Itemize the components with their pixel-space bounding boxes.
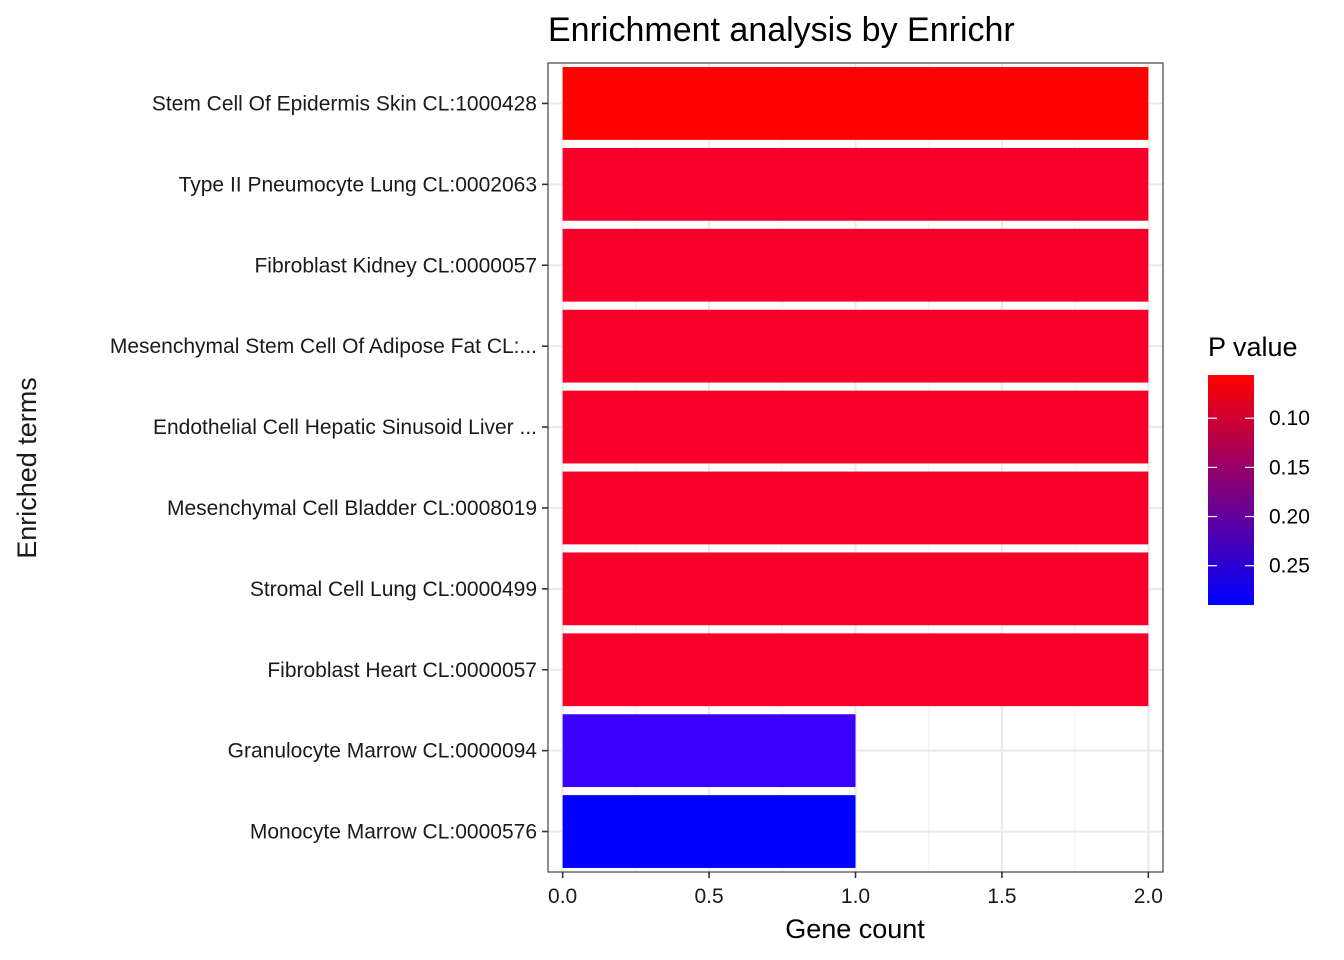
chart-title: Enrichment analysis by Enrichr [548,11,1015,49]
y-tick-label: Granulocyte Marrow CL:0000094 [228,740,538,763]
bar [562,552,1149,626]
y-tick-label: Mesenchymal Stem Cell Of Adipose Fat CL:… [110,335,537,358]
bar [562,795,856,868]
bar [562,309,1149,383]
legend-tick-label: 0.15 [1269,456,1310,479]
x-tick-label: 2.0 [1134,885,1163,908]
y-axis-ticks: Stem Cell Of Epidermis Skin CL:1000428 Ty… [110,92,548,844]
x-tick-label: 0.5 [694,885,723,908]
legend-colorbar [1208,375,1254,605]
x-tick-label: 0.0 [548,885,577,908]
bar [562,67,1149,140]
y-tick-label: Type II Pneumocyte Lung CL:0002063 [179,173,537,196]
x-axis-ticks: 0.0 0.5 1.0 1.5 2.0 [548,872,1163,908]
bars [562,67,1149,868]
legend-ticks: 0.10 0.15 0.20 0.25 [1208,407,1310,578]
bar [562,471,1149,545]
y-tick-label: Mesenchymal Cell Bladder CL:0008019 [167,497,537,520]
x-tick-label: 1.5 [987,885,1016,908]
y-tick-label: Monocyte Marrow CL:0000576 [250,821,537,844]
bar [562,714,856,788]
legend-tick-label: 0.25 [1269,555,1310,578]
color-legend: P value 0.10 0.15 0.20 0.25 [1208,332,1310,605]
bar [562,228,1149,302]
bar [562,633,1149,707]
y-tick-label: Fibroblast Kidney CL:0000057 [254,254,537,277]
bar [562,147,1149,221]
x-tick-label: 1.0 [841,885,870,908]
legend-title: P value [1208,332,1298,362]
y-tick-label: Endothelial Cell Hepatic Sinusoid Liver … [153,416,537,439]
legend-tick-label: 0.20 [1269,506,1310,529]
y-axis-title: Enriched terms [12,377,42,559]
y-tick-label: Stem Cell Of Epidermis Skin CL:1000428 [152,92,537,115]
legend-tick-label: 0.10 [1269,407,1310,430]
y-tick-label: Fibroblast Heart CL:0000057 [267,659,537,682]
bar [562,390,1149,464]
x-axis-title: Gene count [785,914,925,944]
y-tick-label: Stromal Cell Lung CL:0000499 [250,578,537,601]
